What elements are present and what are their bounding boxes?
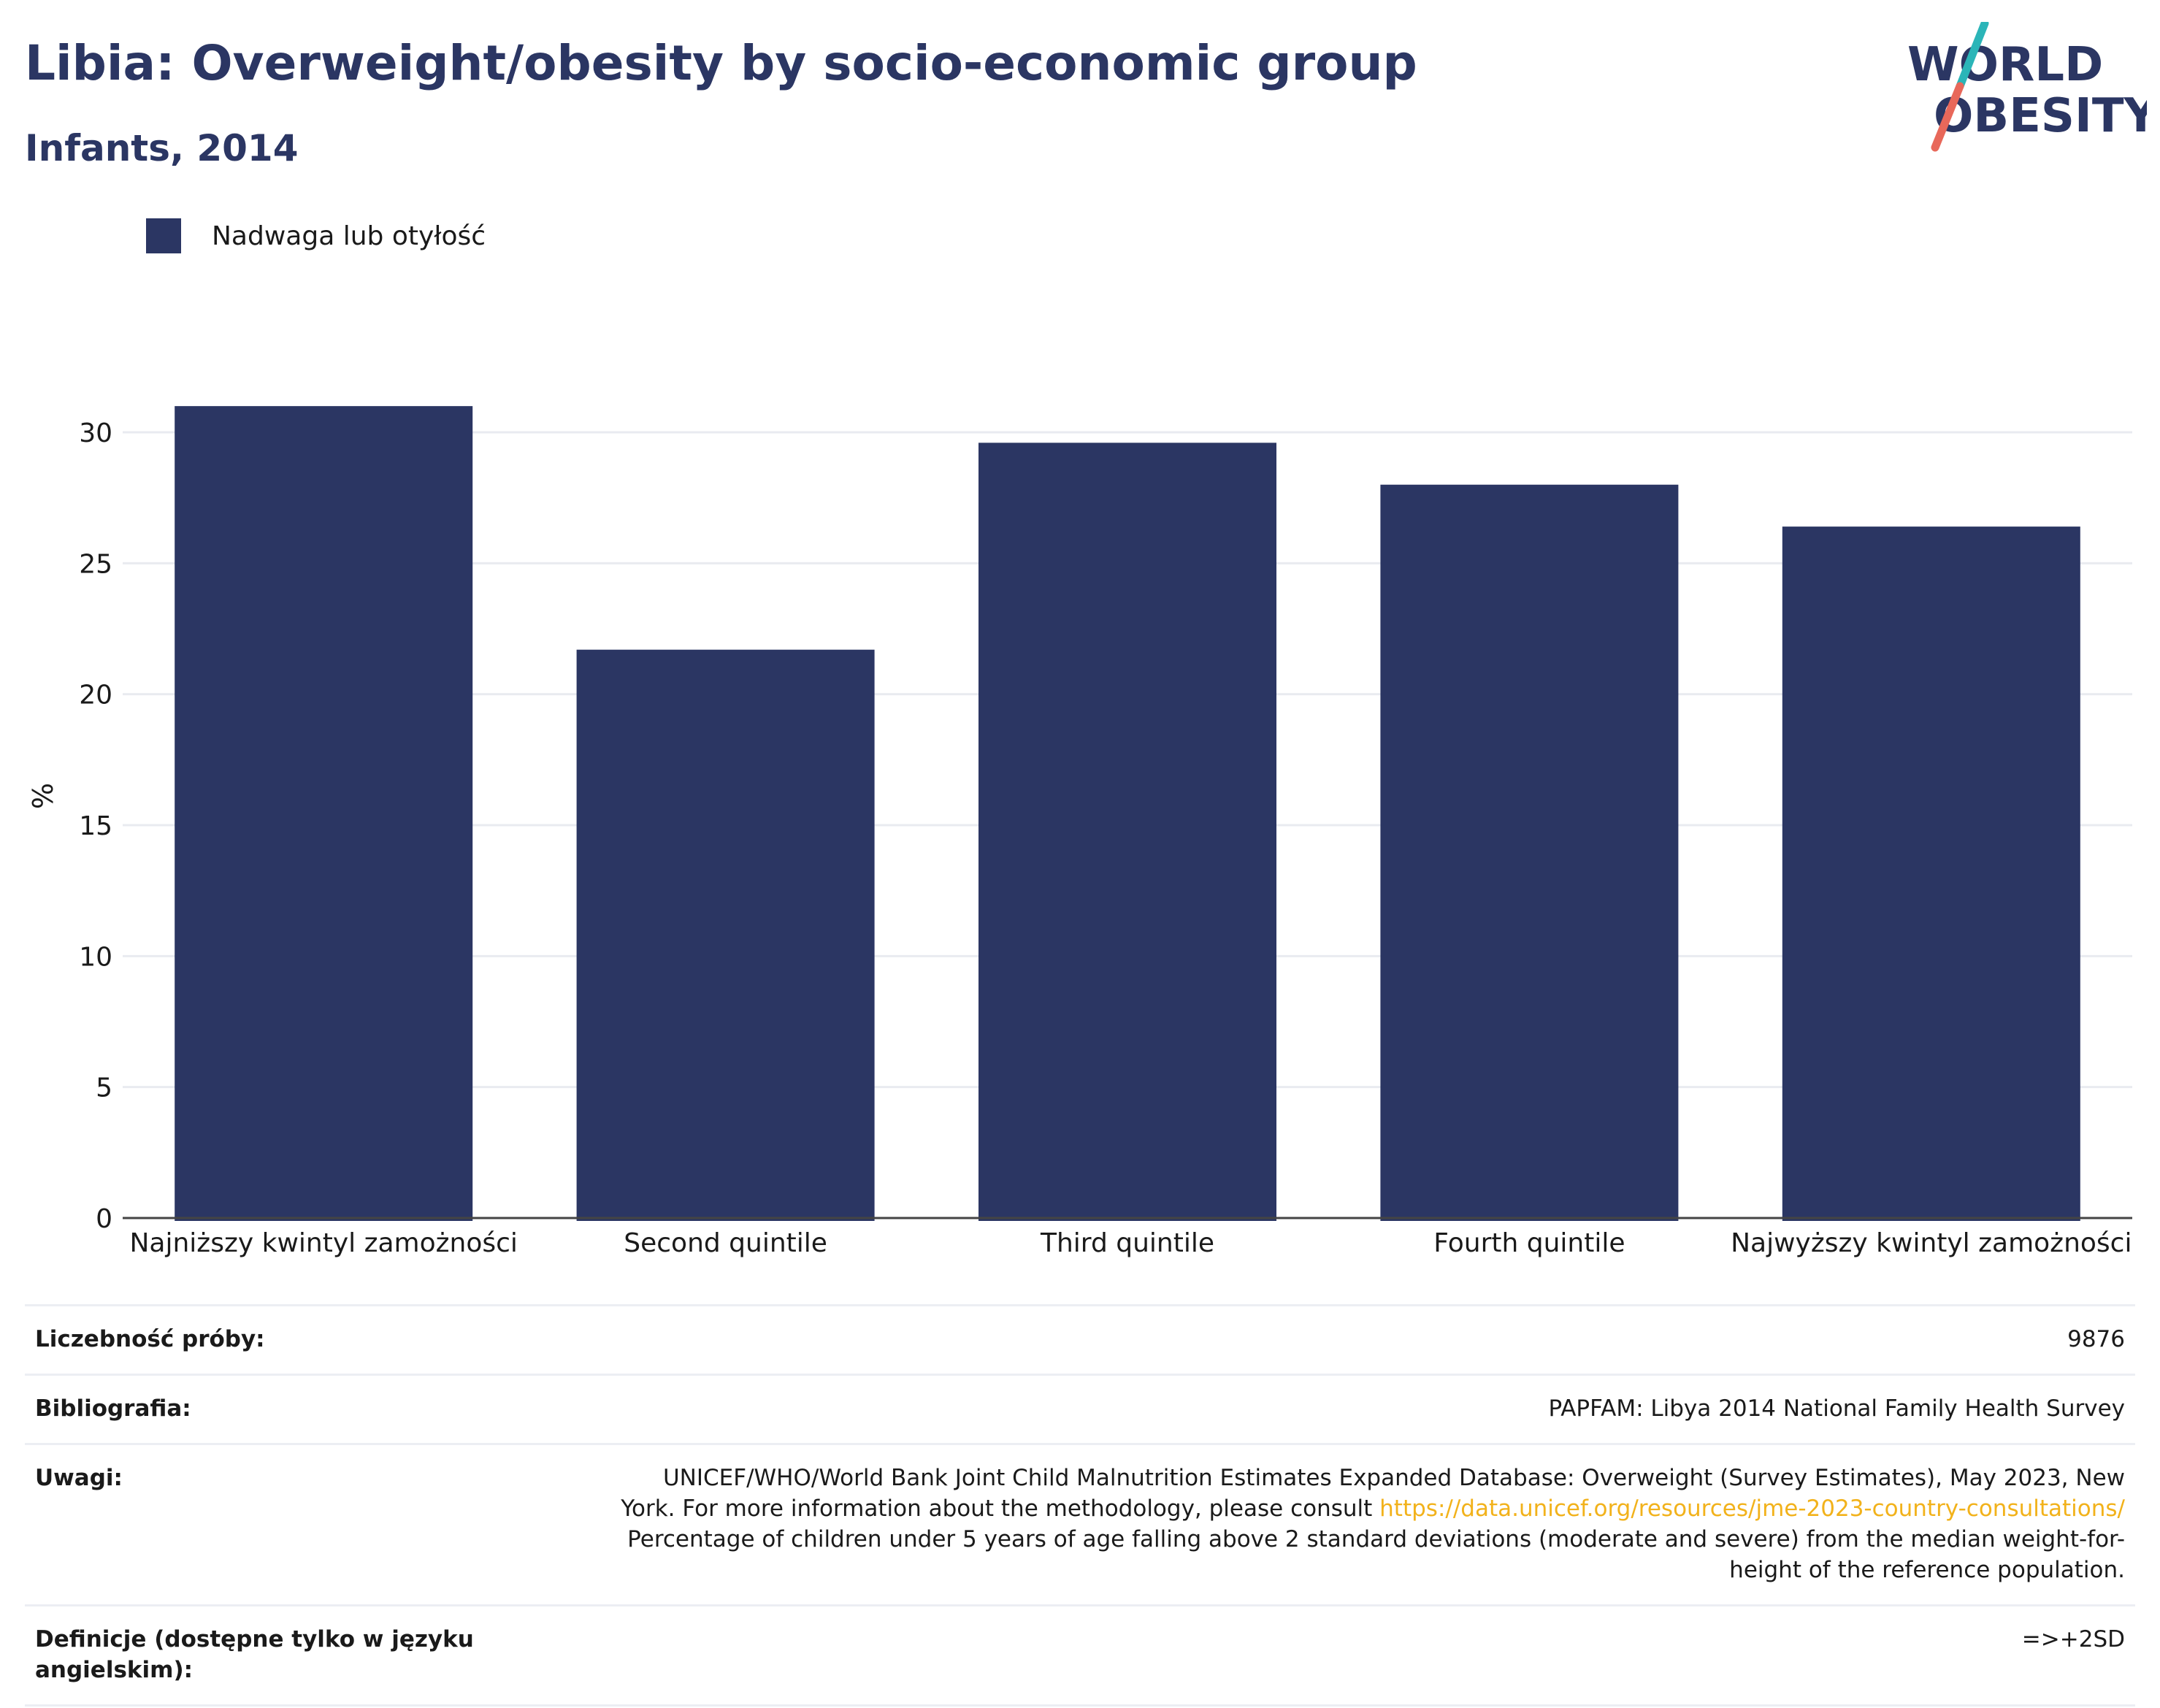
page-subtitle: Infants, 2014	[25, 127, 299, 169]
methodology-link[interactable]: https://data.unicef.org/resources/jme-20…	[1379, 1496, 2125, 1522]
definitions-label: Definicje (dostępne tylko w języku angie…	[35, 1626, 474, 1683]
x-tick-label-3: Fourth quintile	[1433, 1228, 1625, 1258]
world-obesity-logo: WORLD OBESITY	[1907, 22, 2147, 152]
legend-swatch	[146, 218, 181, 253]
notes-line-2-text: York. For more information about the met…	[621, 1496, 1380, 1522]
notes-line-4: height of the reference population.	[1729, 1557, 2125, 1583]
bar-4	[1782, 526, 2080, 1221]
y-tick-label-20: 20	[79, 681, 112, 711]
notes-line-1: UNICEF/WHO/World Bank Joint Child Malnut…	[662, 1465, 2125, 1491]
x-tick-label-4: Najwyższy kwintyl zamożności	[1731, 1228, 2132, 1258]
legend-label: Nadwaga lub otyłość	[212, 221, 486, 251]
bar-chart: 0 5 10 15 20 25 30% Najniższy kwintyl zamożnośc…	[27, 406, 2132, 1258]
notes-value: UNICEF/WHO/World Bank Joint Child Malnut…	[621, 1463, 2125, 1585]
notes-line-3: Percentage of children under 5 years of …	[627, 1526, 2125, 1552]
bar-3	[1380, 484, 1679, 1221]
y-tick-label-10: 10	[79, 942, 112, 972]
x-tick-label-1: Second quintile	[624, 1228, 827, 1258]
svg-text:OBESITY: OBESITY	[1934, 89, 2147, 143]
sample-size-value: 9876	[2067, 1326, 2125, 1352]
y-axis-label: %	[27, 783, 59, 809]
y-tick-label-15: 15	[79, 811, 112, 841]
x-tick-label-2: Third quintile	[1040, 1228, 1214, 1258]
bar-2	[978, 443, 1276, 1221]
bibliography-label: Bibliografia:	[35, 1395, 191, 1422]
notes-label: Uwagi:	[35, 1465, 123, 1491]
info-table: Liczebność próby: 9876 Bibliografia: PAP…	[25, 1304, 2135, 1707]
y-tick-label-0: 0	[96, 1204, 112, 1234]
info-row-bibliography: Bibliografia: PAPFAM: Libya 2014 Nationa…	[25, 1376, 2135, 1445]
bar-0	[175, 406, 473, 1222]
bibliography-value: PAPFAM: Libya 2014 National Family Healt…	[1548, 1395, 2125, 1422]
definitions-value: =>+2SD	[2021, 1626, 2125, 1653]
bar-1	[576, 649, 875, 1221]
legend: Nadwaga lub otyłość	[146, 218, 486, 254]
x-tick-label-0: Najniższy kwintyl zamożności	[129, 1228, 517, 1258]
info-row-definitions: Definicje (dostępne tylko w języku angie…	[25, 1606, 2135, 1707]
info-row-sample-size: Liczebność próby: 9876	[25, 1306, 2135, 1376]
y-tick-label-25: 25	[79, 549, 112, 579]
y-tick-label-5: 5	[96, 1073, 112, 1103]
page-title: Libia: Overweight/obesity by socio-econo…	[25, 35, 1417, 91]
sample-size-label: Liczebność próby:	[35, 1326, 265, 1352]
y-tick-label-30: 30	[79, 418, 112, 448]
notes-line-2: York. For more information about the met…	[621, 1493, 2125, 1524]
info-row-notes: Uwagi: UNICEF/WHO/World Bank Joint Child…	[25, 1445, 2135, 1606]
svg-text:WORLD: WORLD	[1907, 38, 2103, 92]
